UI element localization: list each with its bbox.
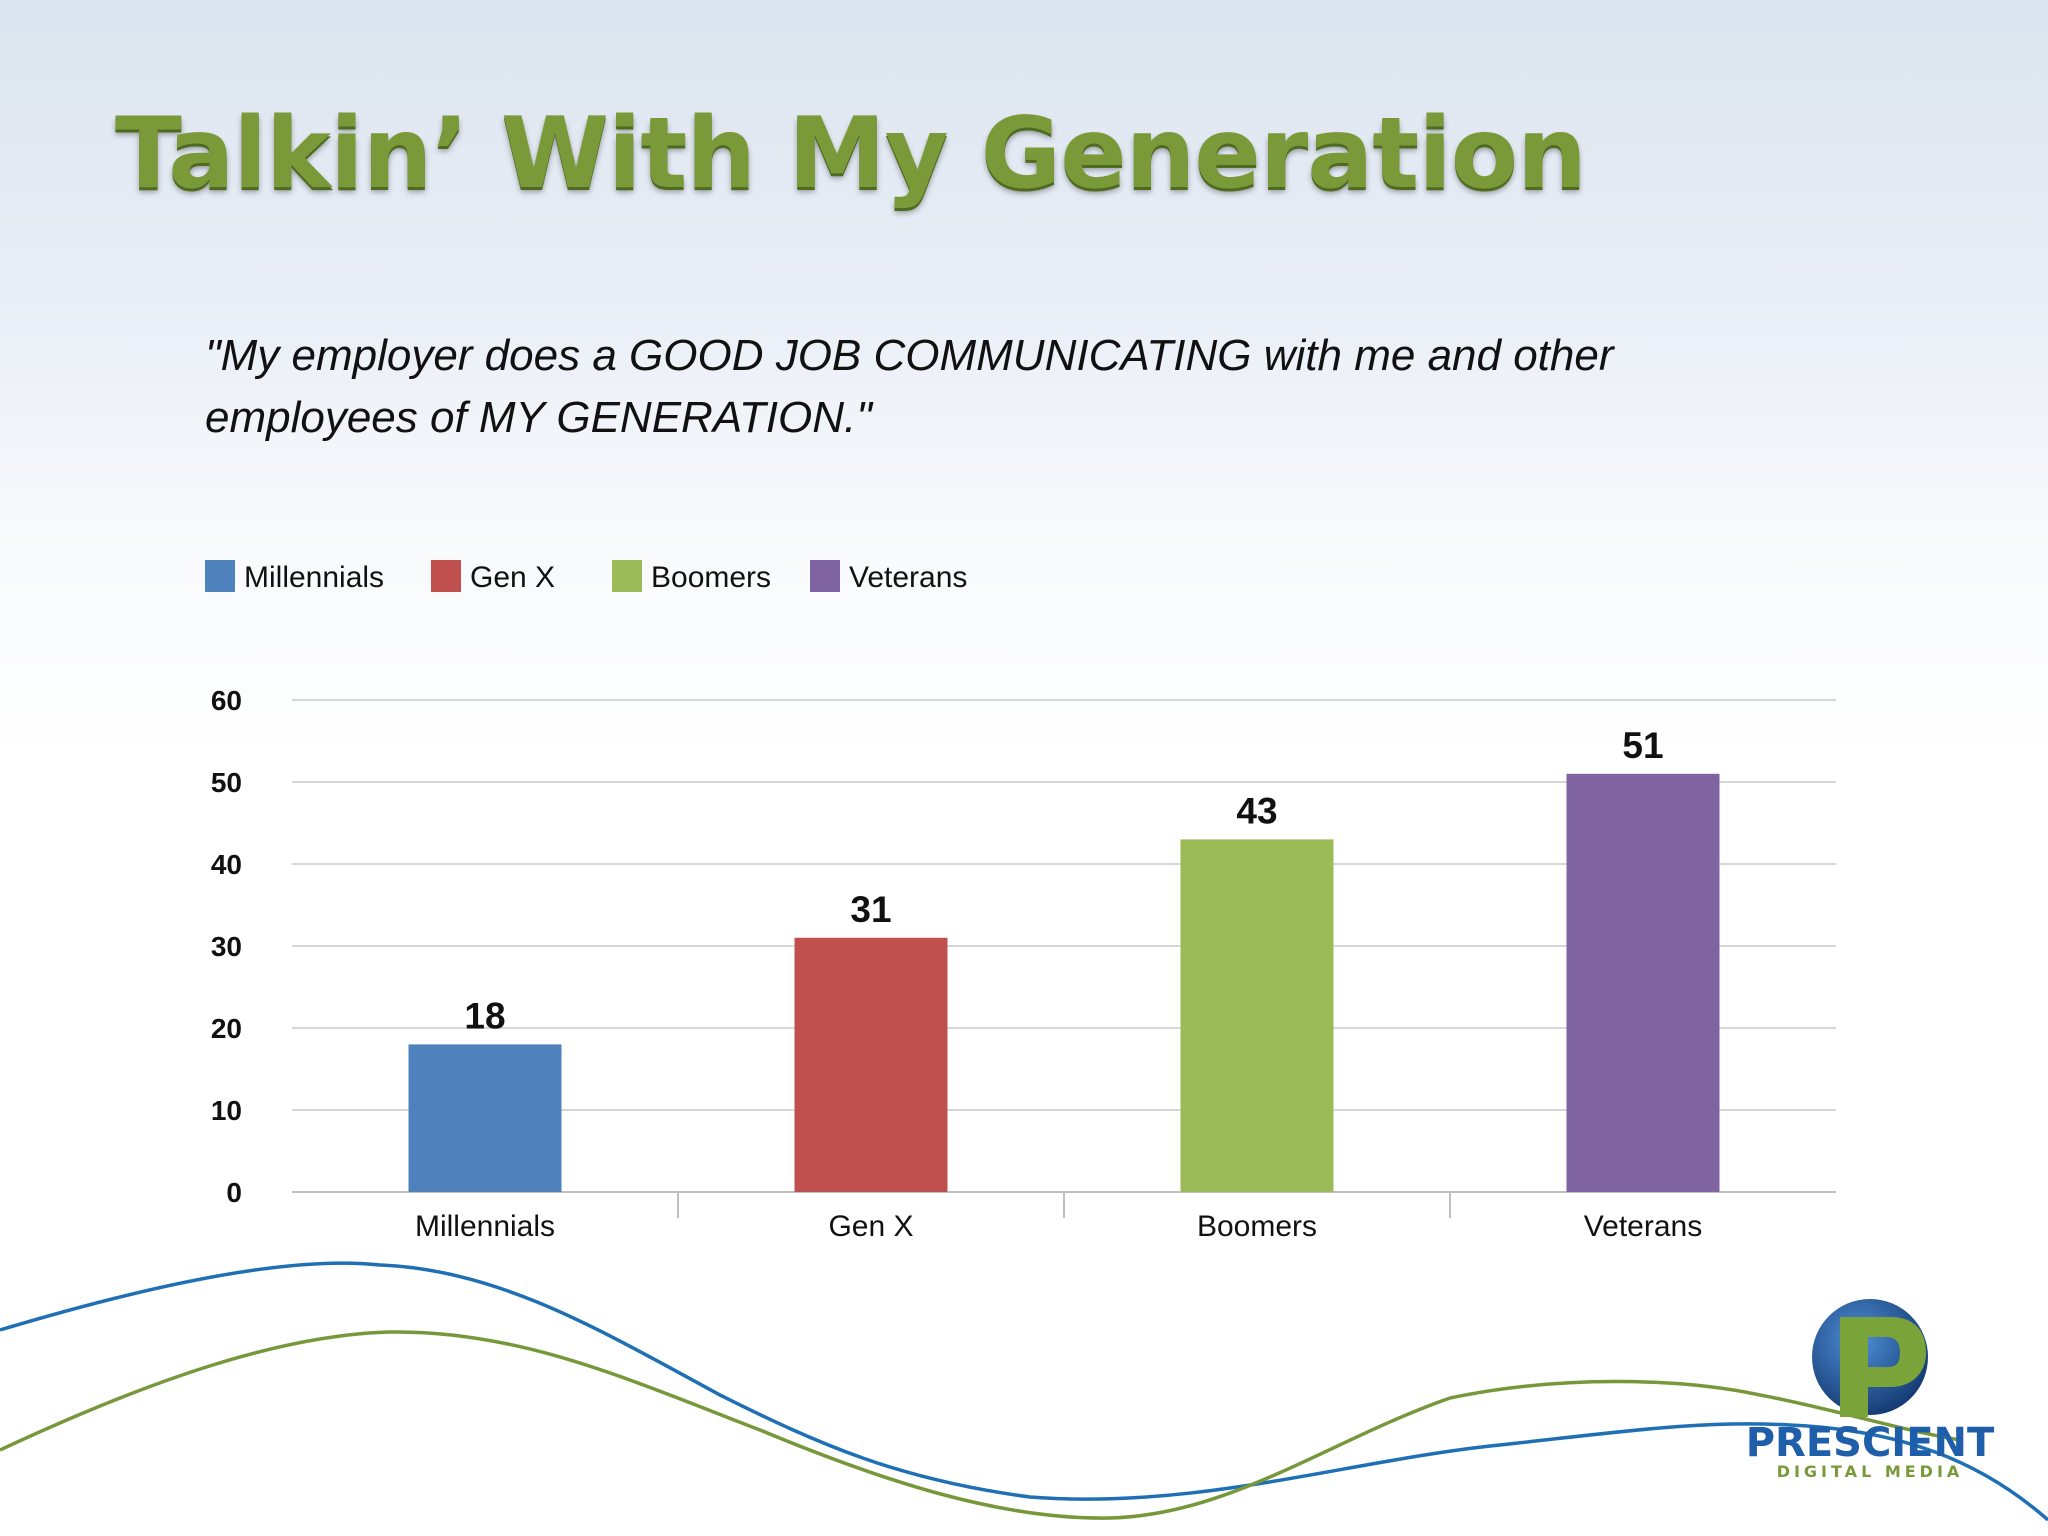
chart-legend: Millennials Gen X Boomers Veterans: [205, 560, 967, 594]
legend-swatch: [612, 560, 642, 592]
slide-title: Talkin’ With My Generation: [115, 97, 1587, 211]
data-label: 18: [464, 995, 505, 1036]
data-label: 31: [850, 889, 891, 930]
y-tick-label: 20: [211, 1013, 242, 1044]
x-tick-label: Boomers: [1197, 1210, 1317, 1243]
logo-name: PRESCIENT: [1745, 1420, 1995, 1466]
data-label: 43: [1236, 790, 1277, 831]
x-tick-label: Veterans: [1584, 1210, 1702, 1243]
y-tick-label: 0: [226, 1177, 242, 1208]
bar-boomers: [1180, 839, 1334, 1192]
blue-wave: [0, 1261, 2048, 1522]
y-tick-label: 50: [211, 767, 242, 798]
logo-p-letter: [1840, 1317, 1926, 1417]
x-tick-label: Millennials: [415, 1210, 555, 1243]
green-wave: [0, 1330, 1961, 1520]
bar-gen-x: [794, 937, 948, 1192]
legend-label: Gen X: [470, 561, 555, 594]
legend-label: Millennials: [244, 561, 384, 594]
y-tick-label: 40: [211, 849, 242, 880]
data-label: 51: [1622, 725, 1663, 766]
x-axis: Millennials Gen X Boomers Veterans: [415, 1192, 1702, 1243]
legend-swatch: [431, 560, 461, 592]
survey-quote: "My employer does a GOOD JOB COMMUNICATI…: [205, 331, 1614, 442]
legend-label: Veterans: [849, 561, 967, 594]
logo-tagline: DIGITAL MEDIA: [1776, 1462, 1964, 1481]
bars: 18 31 43 51: [408, 725, 1720, 1192]
y-tick-label: 10: [211, 1095, 242, 1126]
y-tick-label: 30: [211, 931, 242, 962]
legend-label: Boomers: [651, 561, 771, 594]
y-axis: 0 10 20 30 40 50 60: [211, 685, 242, 1208]
bar-millennials: [408, 1044, 562, 1192]
legend-swatch: [205, 560, 235, 592]
x-tick-label: Gen X: [828, 1210, 913, 1243]
prescient-logo: [1812, 1299, 1928, 1417]
y-tick-label: 60: [211, 685, 242, 716]
bar-veterans: [1566, 773, 1720, 1192]
legend-swatch: [810, 560, 840, 592]
